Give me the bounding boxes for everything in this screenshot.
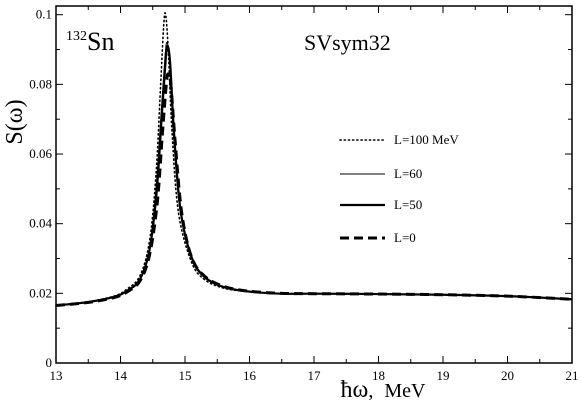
y-tick-label: 0.08 (29, 76, 52, 91)
y-tick-label: 0.06 (29, 146, 52, 161)
series-line-l-100-mev (55, 12, 573, 307)
series-line-l-60 (55, 42, 573, 307)
series-layer (55, 12, 573, 308)
y-tick-label: 0.04 (29, 216, 52, 231)
x-tick-label: 16 (243, 368, 257, 383)
y-tick-label: 0 (46, 355, 53, 370)
legend-label: L=50 (394, 197, 422, 212)
x-axis-label: ħω, MeV (341, 377, 426, 403)
x-tick-label: 17 (308, 368, 322, 383)
legend: L=100 MeV L=60 L=50 L=0 (339, 132, 459, 245)
legend-label: L=0 (394, 230, 416, 245)
nucleus-mass: 132 (66, 29, 87, 44)
x-tick-label: 21 (566, 368, 579, 383)
plot-frame (55, 5, 573, 364)
x-axis-symbol: ħω (341, 377, 369, 403)
x-axis-separator: , (368, 380, 378, 402)
x-tick-label: 19 (437, 368, 450, 383)
axis-ticks: 13 14 15 16 17 18 19 20 21 0 0.02 0.04 0.06 0.08 0.1 (29, 6, 579, 383)
model-label: SVsym32 (304, 30, 391, 55)
series-line-l-0 (55, 72, 573, 308)
y-tick-label: 0.02 (29, 285, 52, 300)
x-tick-label: 20 (501, 368, 514, 383)
y-axis-label: S(ω) (2, 99, 28, 144)
x-axis-unit: MeV (384, 380, 426, 402)
x-tick-label: 18 (372, 368, 385, 383)
legend-label: L=60 (394, 166, 422, 181)
legend-label: L=100 MeV (394, 132, 459, 147)
series-line-l-50 (55, 44, 573, 307)
nucleus-symbol: Sn (87, 27, 114, 56)
x-tick-label: 15 (179, 368, 192, 383)
x-tick-label: 13 (50, 368, 63, 383)
x-tick-label: 14 (114, 368, 128, 383)
y-tick-label: 0.1 (36, 7, 52, 22)
nucleus-label: 132Sn (66, 27, 114, 56)
